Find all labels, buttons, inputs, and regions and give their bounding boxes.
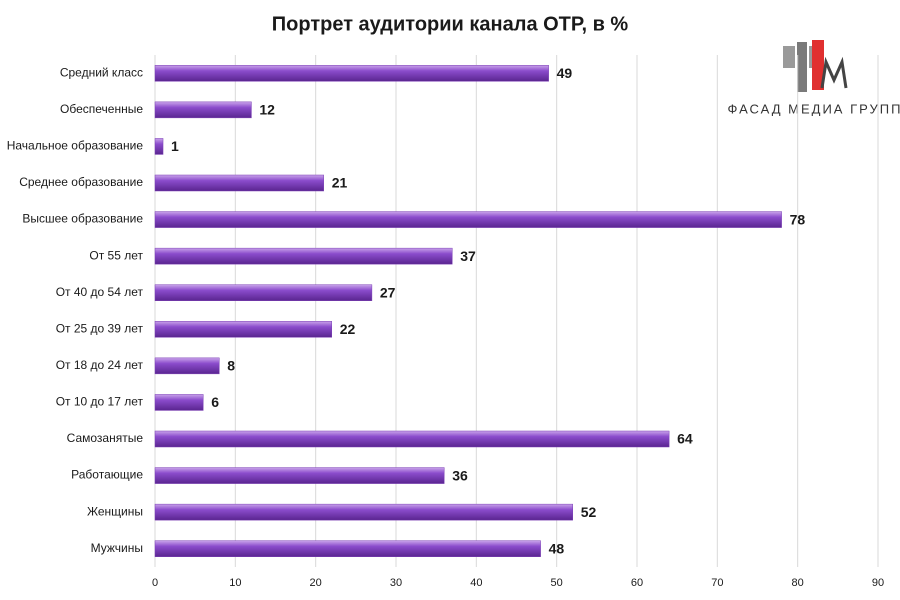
value-label: 49: [557, 65, 573, 81]
value-label: 64: [677, 431, 693, 447]
logo-shape: [797, 42, 807, 92]
bar: [154, 540, 541, 557]
y-tick-label: Самозанятые: [67, 431, 144, 445]
y-tick-label: От 40 до 54 лет: [56, 285, 144, 299]
bar: [154, 65, 549, 82]
logo: ФАСАД МЕДИА ГРУПП: [728, 40, 900, 116]
bar: [154, 503, 573, 521]
value-label: 27: [380, 284, 396, 300]
y-tick-label: От 18 до 24 лет: [56, 358, 144, 372]
y-tick-label: Женщины: [87, 504, 143, 518]
x-tick-label: 30: [390, 577, 402, 589]
bar: [154, 247, 453, 265]
value-label: 8: [227, 358, 235, 374]
value-label: 1: [171, 138, 179, 154]
logo-shape: [812, 40, 824, 90]
x-tick-label: 40: [470, 577, 482, 589]
value-label: 21: [332, 175, 348, 191]
bar: [154, 211, 782, 228]
y-tick-label: Работающие: [71, 468, 143, 482]
y-tick-label: От 55 лет: [89, 248, 143, 262]
value-label: 48: [549, 540, 565, 556]
value-label: 36: [452, 467, 468, 483]
x-tick-label: 60: [631, 577, 643, 589]
value-label: 6: [211, 394, 219, 410]
y-tick-label: Высшее образование: [22, 212, 143, 226]
y-tick-label: Средний класс: [60, 65, 143, 79]
y-tick-label: Мужчины: [91, 541, 143, 555]
logo-text: ФАСАД МЕДИА ГРУПП: [728, 101, 900, 116]
bar: [154, 321, 332, 338]
x-tick-label: 10: [229, 577, 241, 589]
y-tick-label: Начальное образование: [7, 139, 144, 153]
logo-shape: [783, 46, 795, 68]
value-label: 78: [790, 211, 806, 227]
bar: [154, 284, 373, 301]
x-tick-label: 90: [872, 577, 884, 589]
value-label: 52: [581, 504, 597, 520]
x-tick-label: 50: [551, 577, 563, 589]
bar: [154, 467, 445, 484]
y-tick-label: От 10 до 17 лет: [56, 395, 144, 409]
bar: [154, 174, 324, 192]
bar: [154, 357, 220, 375]
bar: [154, 430, 670, 448]
x-tick-label: 80: [792, 577, 804, 589]
y-tick-label: От 25 до 39 лет: [56, 321, 144, 335]
bar: [154, 138, 164, 155]
x-tick-label: 20: [310, 577, 322, 589]
value-label: 12: [259, 102, 275, 118]
logo-shape: [820, 56, 848, 89]
x-tick-label: 0: [152, 577, 158, 589]
y-tick-label: Обеспеченные: [60, 102, 143, 116]
y-tick-label: Среднее образование: [19, 175, 143, 189]
chart-title: Портрет аудитории канала ОТР, в %: [272, 13, 629, 35]
value-label: 37: [460, 248, 476, 264]
bar: [154, 101, 252, 119]
value-label: 22: [340, 321, 356, 337]
x-tick-label: 70: [711, 577, 723, 589]
bar: [154, 394, 204, 411]
